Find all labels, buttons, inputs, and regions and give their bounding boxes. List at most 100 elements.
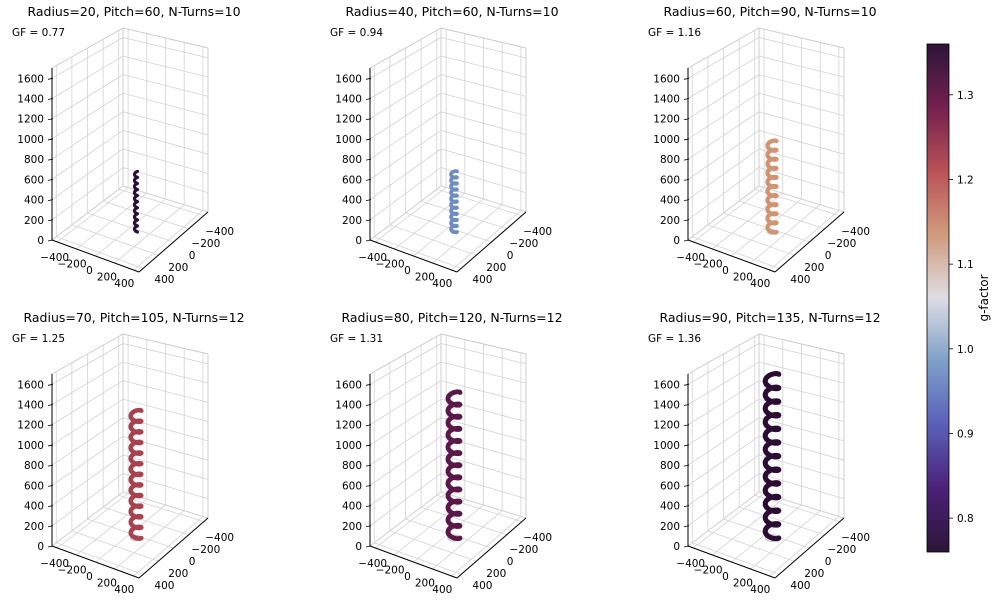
z-tick-label: 400 [342, 501, 362, 513]
z-tick [47, 444, 54, 447]
y-tick-label: −400 [205, 226, 234, 238]
y-tick-label: −200 [827, 238, 856, 250]
z-tick-label: 1000 [335, 440, 362, 452]
colorbar: 0.8 0.9 1.0 1.1 1.2 1.3 g-factor [926, 43, 991, 553]
z-gridline [687, 92, 845, 140]
x-tick-label: −400 [40, 252, 69, 264]
z-tick-label: 1200 [17, 114, 44, 126]
z-tick [365, 525, 372, 528]
colorbar-tick-label: 1.0 [957, 344, 974, 356]
floor-gridline [451, 210, 522, 271]
z-tick [365, 98, 372, 100]
x-tick-label: 200 [415, 577, 435, 589]
z-tick [365, 199, 372, 201]
y-tick-label: 400 [154, 580, 174, 592]
y-tick-label: 0 [189, 250, 196, 262]
z-gridline [687, 343, 845, 385]
floor-gridline [420, 200, 507, 230]
x-tick-label: 0 [722, 571, 729, 583]
z-tick [683, 525, 690, 528]
floor-gridline [432, 204, 503, 264]
z-gridline [369, 148, 527, 200]
x-tick-label: 400 [432, 584, 452, 596]
z-tick [365, 505, 372, 507]
z-gridline [369, 380, 527, 426]
z-tick [365, 118, 372, 121]
z-gridline [687, 111, 845, 160]
floor-gridline [750, 510, 821, 570]
z-tick [683, 158, 690, 161]
y-tick-label: 0 [507, 556, 514, 568]
x-axis-line [369, 239, 458, 273]
floor-gridline [420, 506, 507, 536]
z-gridline [687, 37, 845, 79]
x-tick-label: −400 [40, 558, 69, 570]
z-gridline [687, 185, 845, 241]
y-tick-label: 200 [168, 568, 188, 580]
z-tick-label: 1000 [335, 134, 362, 146]
helix-line [128, 407, 144, 541]
z-tick [683, 464, 690, 467]
x-axis-line [687, 545, 776, 579]
subplot-5: 02004006008001000120014001600−400−200020… [330, 310, 563, 596]
z-gridline [369, 343, 527, 385]
z-tick [683, 484, 690, 487]
z-tick-label: 0 [673, 541, 680, 553]
x-tick-label: 400 [114, 278, 134, 290]
z-gridline [369, 454, 527, 506]
x-tick-label: −200 [694, 565, 723, 577]
z-tick-label: 800 [342, 154, 362, 166]
z-tick-label: 1600 [653, 379, 680, 391]
y-tick-label: 0 [825, 250, 832, 262]
y-tick-label: −400 [841, 226, 870, 238]
y-tick-label: 400 [790, 580, 810, 592]
z-gridline [369, 37, 527, 79]
z-tick-label: 0 [355, 541, 362, 553]
subplot-1: 02004006008001000120014001600−400−200020… [12, 4, 241, 290]
y-tick-label: 200 [804, 262, 824, 274]
z-gridline [369, 55, 527, 99]
x-tick-label: −200 [376, 565, 405, 577]
z-tick-label: 1200 [335, 420, 362, 432]
y-tick-label: 200 [804, 568, 824, 580]
subplot-3: 02004006008001000120014001600−400−200020… [648, 4, 877, 290]
x-tick-label: 0 [404, 265, 411, 277]
z-tick-label: 1400 [17, 400, 44, 412]
z-tick-label: 1600 [335, 73, 362, 85]
subplot-title: Radius=20, Pitch=60, N-Turns=10 [27, 4, 240, 19]
floor-gridline [738, 506, 825, 536]
z-tick [683, 545, 690, 548]
z-tick-label: 600 [24, 174, 44, 186]
x-tick-label: −400 [676, 558, 705, 570]
x-tick-label: −400 [358, 558, 387, 570]
x-tick-label: −400 [676, 252, 705, 264]
z-tick-label: 400 [24, 195, 44, 207]
z-tick-label: 1200 [335, 114, 362, 126]
z-gridline [687, 148, 845, 200]
z-tick [47, 98, 54, 100]
z-gridline [51, 166, 209, 221]
subplot-title: Radius=60, Pitch=90, N-Turns=10 [663, 4, 876, 19]
z-tick [47, 525, 54, 528]
x-axis-line [369, 545, 458, 579]
z-tick-label: 1000 [653, 440, 680, 452]
z-tick [683, 138, 690, 141]
z-gridline [51, 111, 209, 160]
z-gridline [369, 398, 527, 446]
z-gridline [369, 472, 527, 527]
x-axis-line [51, 545, 140, 579]
z-tick [47, 138, 54, 141]
x-tick-label: 400 [750, 584, 770, 596]
z-tick [365, 178, 372, 181]
z-gridline [369, 185, 527, 241]
z-tick-label: 1400 [17, 94, 44, 106]
x-tick-label: −200 [694, 259, 723, 271]
y-tick-label: 400 [472, 274, 492, 286]
z-tick [683, 199, 690, 201]
y-tick-label: 0 [189, 556, 196, 568]
z-tick [365, 239, 372, 242]
floor-gridline [114, 510, 185, 570]
z-tick-label: 1200 [653, 420, 680, 432]
z-tick [47, 383, 54, 386]
